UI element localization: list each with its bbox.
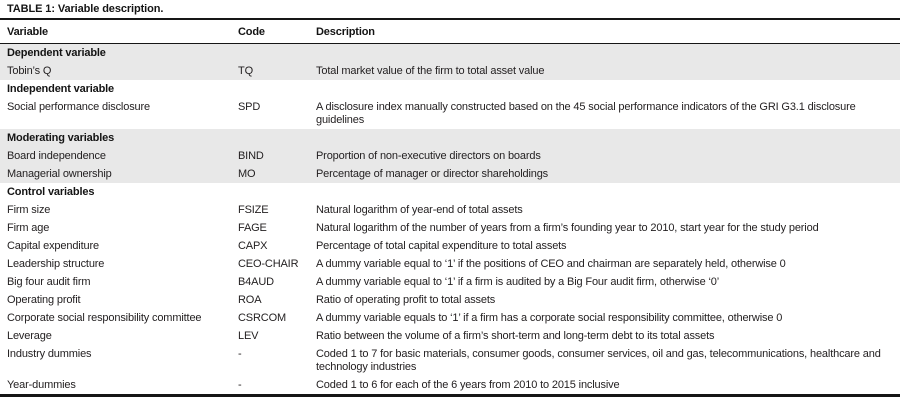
description-cell: Natural logarithm of the number of years… <box>316 221 819 234</box>
code-cell: FSIZE <box>238 203 269 216</box>
header-row: Variable Code Description <box>0 19 900 44</box>
variable-cell: Year-dummies <box>7 378 76 391</box>
variable-cell: Firm age <box>7 221 50 234</box>
description-cell: Percentage of total capital expenditure … <box>316 239 567 252</box>
code-cell: CSRCOM <box>238 311 286 324</box>
table-row: Industry dummies - Coded 1 to 7 for basic … <box>0 345 900 376</box>
variable-table: Variable Code Description Dependent vari… <box>0 18 900 397</box>
section-1: Independent variable Social performance d… <box>0 80 900 129</box>
table-row: Big four audit firm B4AUD A dummy variable… <box>0 273 900 291</box>
code-cell: CEO-CHAIR <box>238 257 299 270</box>
code-cell: BIND <box>238 149 264 162</box>
description-cell: A dummy variable equals to ‘1’ if a firm… <box>316 311 783 324</box>
variable-cell: Leadership structure <box>7 257 105 270</box>
column-header-description: Description <box>316 19 900 44</box>
code-cell: SPD <box>238 100 261 113</box>
section-header-label: Control variables <box>7 185 95 198</box>
section-2: Moderating variables Board independence BI… <box>0 129 900 183</box>
description-cell: Total market value of the firm to total … <box>316 64 545 77</box>
description-cell: A disclosure index manually constructed … <box>316 100 856 126</box>
table-row: Operating profit ROA Ratio of operating pr… <box>0 291 900 309</box>
section-0: Dependent variable Tobin’s Q TQ Total marke… <box>0 43 900 80</box>
table-title: TABLE 1: Variable description. <box>7 3 164 15</box>
variable-cell: Capital expenditure <box>7 239 99 252</box>
table-row: Social performance disclosure SPD A disclo… <box>0 98 900 129</box>
code-cell: B4AUD <box>238 275 274 288</box>
table-row: Leadership structure CEO-CHAIR A dummy var… <box>0 255 900 273</box>
variable-cell: Operating profit <box>7 293 81 306</box>
table-header: Variable Code Description <box>0 19 900 44</box>
table-row: Year-dummies - Coded 1 to 6 for each of th… <box>0 376 900 396</box>
variable-cell: Managerial ownership <box>7 167 112 180</box>
table-row: Leverage LEV Ratio between the volume of a… <box>0 327 900 345</box>
description-cell: Ratio between the volume of a firm’s sho… <box>316 329 715 342</box>
code-cell: - <box>238 378 242 391</box>
code-cell: TQ <box>238 64 253 77</box>
description-cell: Ratio of operating profit to total asset… <box>316 293 496 306</box>
section-header-row: Moderating variables <box>0 129 900 147</box>
section-3: Control variables Firm size FSIZE Natural l… <box>0 183 900 396</box>
variable-cell: Tobin’s Q <box>7 64 52 77</box>
column-header-code: Code <box>238 19 316 44</box>
table-row: Capital expenditure CAPX Percentage of tot… <box>0 237 900 255</box>
code-cell: LEV <box>238 329 259 342</box>
variable-cell: Corporate social responsibility committe… <box>7 311 202 324</box>
code-cell: FAGE <box>238 221 267 234</box>
section-header-row: Dependent variable <box>0 44 900 63</box>
variable-cell: Board independence <box>7 149 106 162</box>
description-cell: A dummy variable equal to ‘1’ if the pos… <box>316 257 786 270</box>
code-cell: MO <box>238 167 256 180</box>
column-header-variable: Variable <box>0 19 238 44</box>
variable-cell: Big four audit firm <box>7 275 91 288</box>
description-cell: A dummy variable equal to ‘1’ if a firm … <box>316 275 720 288</box>
table-row: Managerial ownership MO Percentage of mana… <box>0 165 900 183</box>
table-row: Corporate social responsibility committe… <box>0 309 900 327</box>
table-row: Tobin’s Q TQ Total market value of the fir… <box>0 62 900 80</box>
section-header-label: Independent variable <box>7 82 115 95</box>
table-row: Board independence BIND Proportion of non-… <box>0 147 900 165</box>
section-header-label: Moderating variables <box>7 131 115 144</box>
description-cell: Percentage of manager or director shareh… <box>316 167 549 180</box>
code-cell: ROA <box>238 293 262 306</box>
description-cell: Coded 1 to 7 for basic materials, consum… <box>316 347 881 373</box>
section-header-row: Independent variable <box>0 80 900 98</box>
section-header-row: Control variables <box>0 183 900 201</box>
description-cell: Natural logarithm of year-end of total a… <box>316 203 523 216</box>
table-row: Firm size FSIZE Natural logarithm of year-… <box>0 201 900 219</box>
section-header-label: Dependent variable <box>7 46 106 59</box>
variable-cell: Leverage <box>7 329 52 342</box>
table-row: Firm age FAGE Natural logarithm of the num… <box>0 219 900 237</box>
description-cell: Proportion of non-executive directors on… <box>316 149 541 162</box>
code-cell: CAPX <box>238 239 268 252</box>
variable-cell: Firm size <box>7 203 51 216</box>
description-cell: Coded 1 to 6 for each of the 6 years fro… <box>316 378 620 391</box>
variable-cell: Social performance disclosure <box>7 100 150 113</box>
variable-cell: Industry dummies <box>7 347 92 360</box>
code-cell: - <box>238 347 242 360</box>
